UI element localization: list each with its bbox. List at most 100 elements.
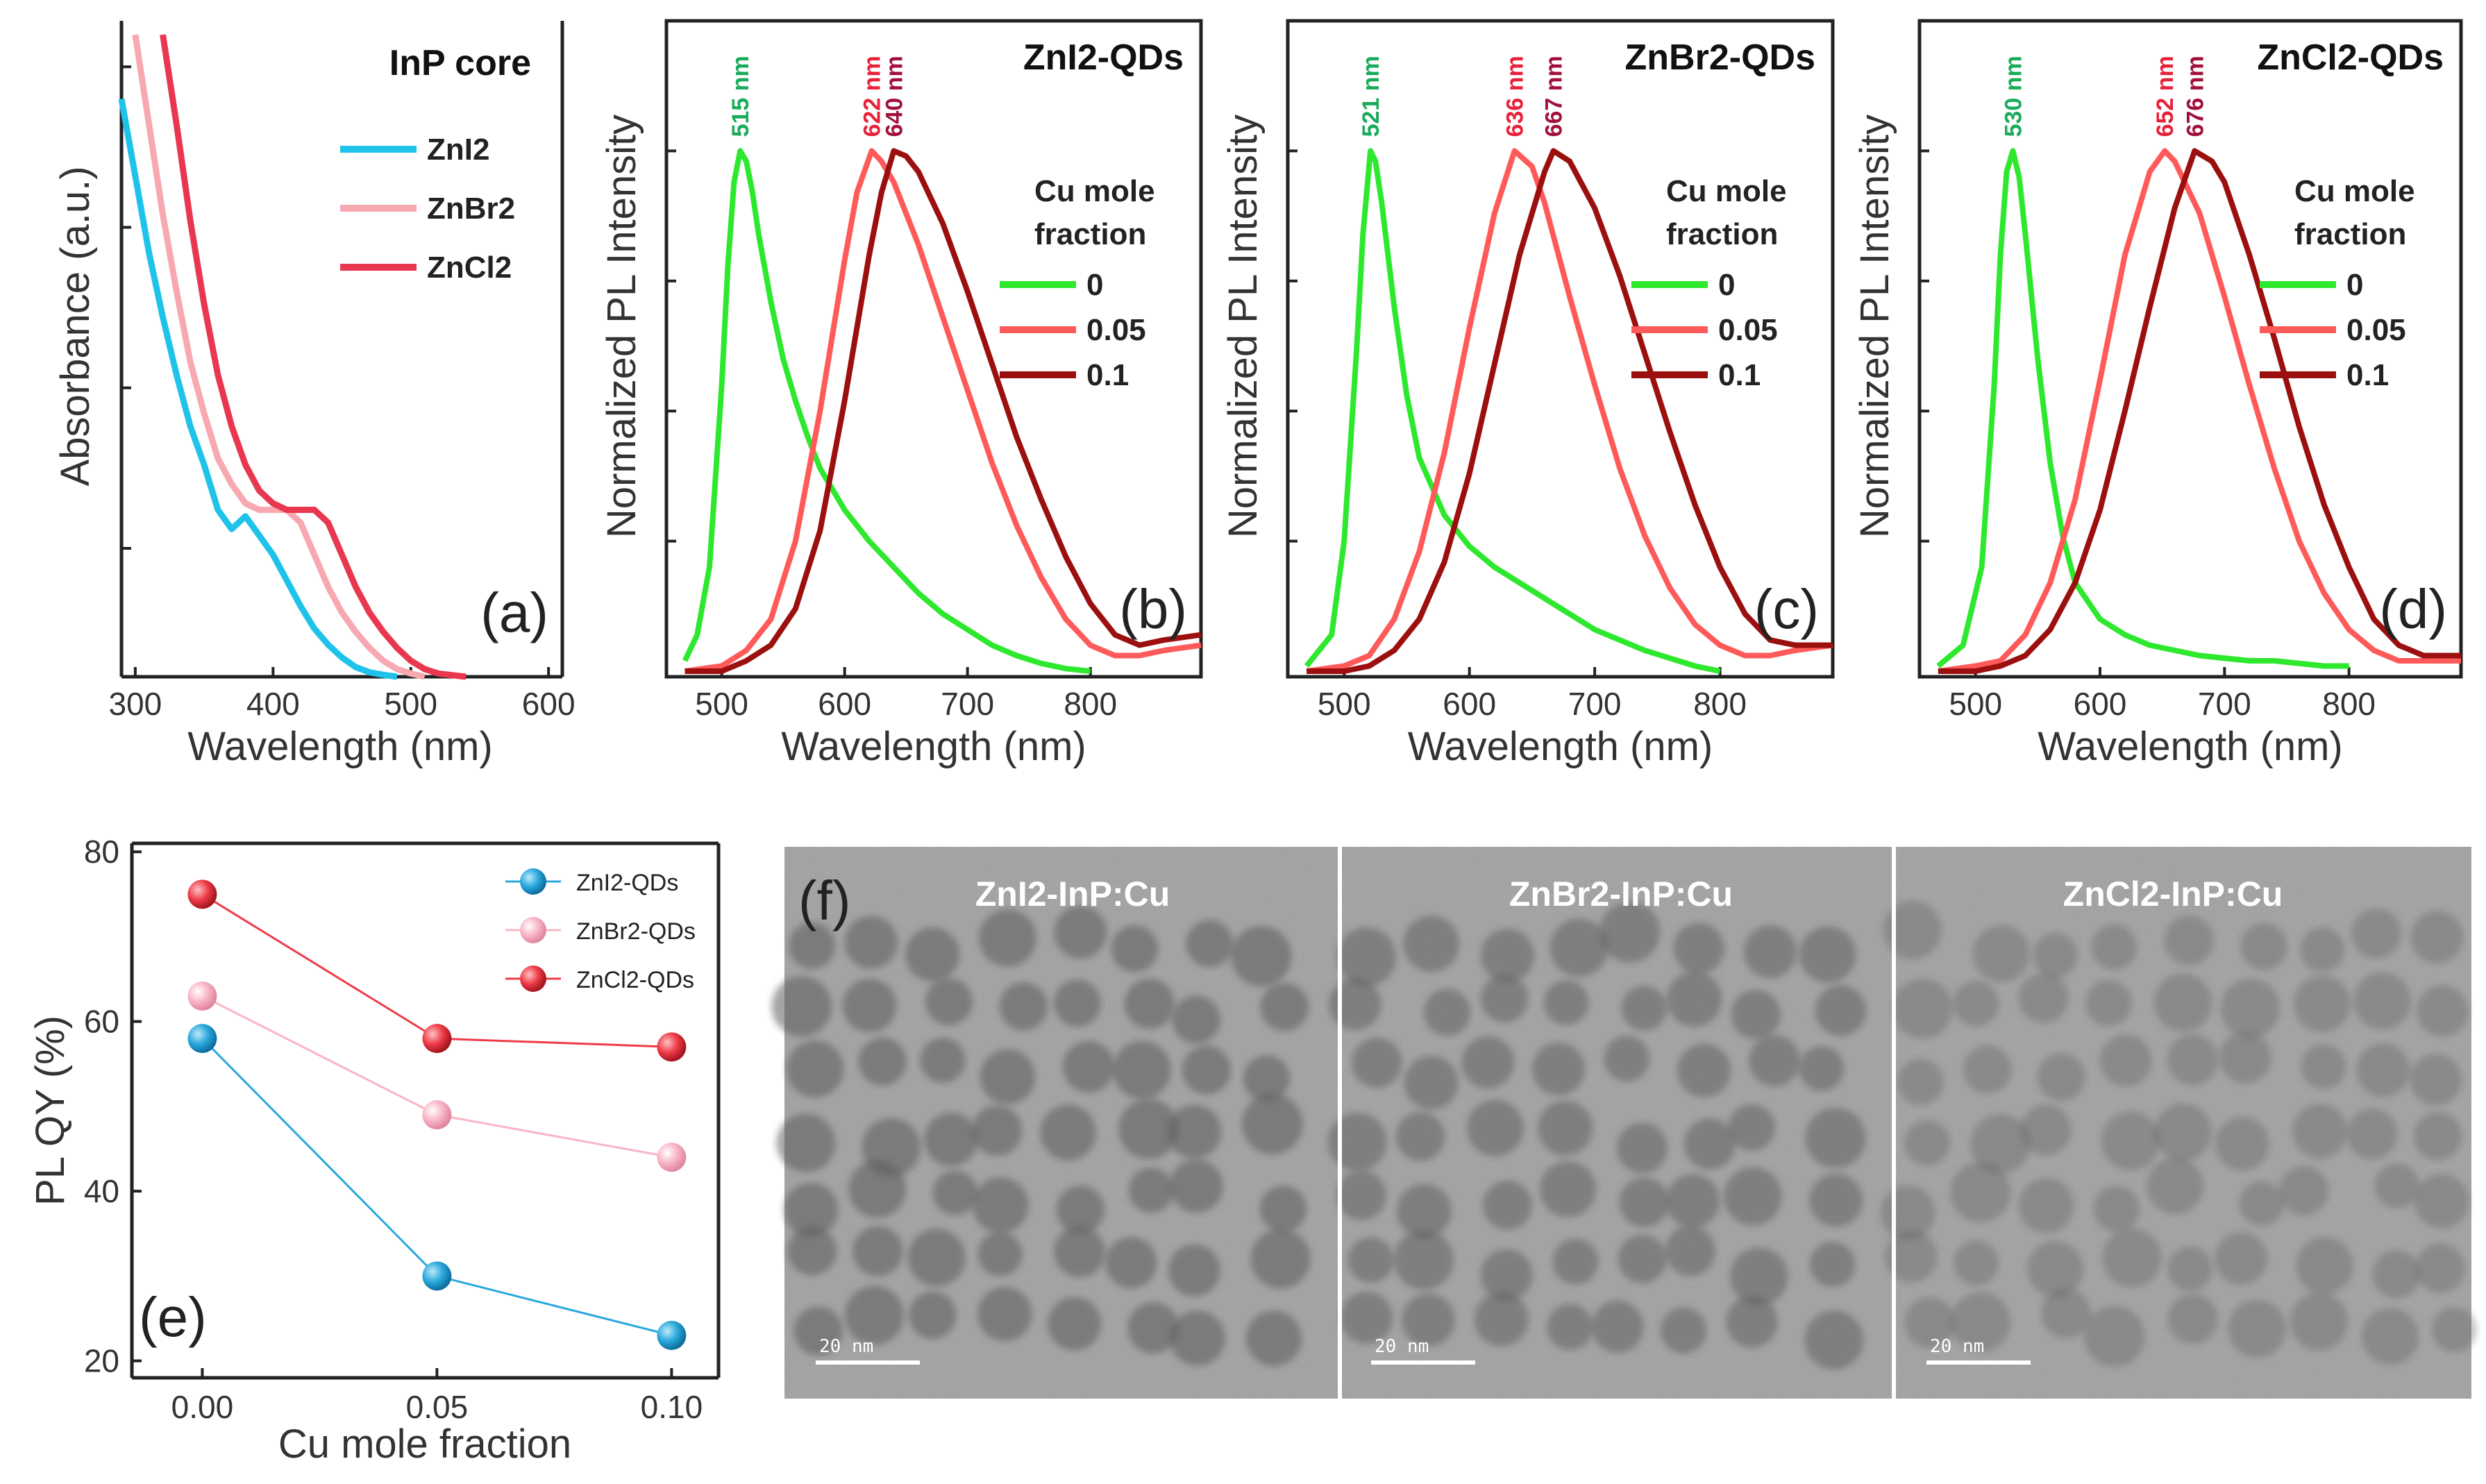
- tem-particle-126: [2220, 978, 2281, 1038]
- tem-particle-2: [905, 927, 960, 982]
- scale-bar-1: 20 nm: [816, 1336, 920, 1365]
- tem-particle-168: [2041, 1288, 2091, 1338]
- tem-particle-120: [2410, 911, 2464, 964]
- tem-particle-167: [1950, 1292, 2011, 1352]
- tem-particle-166: [1904, 1297, 1956, 1349]
- tem-particle-14: [1172, 995, 1221, 1044]
- tem-label-znbr2: ZnBr2-InP:Cu: [1509, 875, 1733, 913]
- tem-particle-127: [2294, 975, 2351, 1033]
- panel-c-letter: (c): [1754, 578, 1819, 640]
- panel-a-x-tick-label-400: 400: [246, 686, 300, 722]
- tem-particle-3: [979, 909, 1036, 967]
- panel-d-series-0-05: [1938, 148, 2461, 674]
- panel-d-x-tick-label-600: 600: [2074, 686, 2127, 722]
- panel-a-x-tick-label-300: 300: [108, 686, 162, 722]
- tem-particle-170: [2167, 1294, 2218, 1344]
- scale-bar-line-2: [1371, 1360, 1475, 1365]
- panel-a-series: [118, 34, 467, 680]
- tem-particle-135: [2219, 1031, 2271, 1084]
- panel-e-y-tick-label-80: 80: [84, 834, 119, 870]
- panel-a-y-label: Absorbance (a.u.): [53, 166, 98, 486]
- tem-particle-169: [2083, 1306, 2145, 1367]
- legend-marker-znbr2-qds: [520, 917, 546, 943]
- tem-particle-46: [1168, 1244, 1220, 1297]
- tem-particle-0: [789, 922, 836, 969]
- tem-particle-162: [2215, 1231, 2268, 1285]
- panel-b-legend-label-0-05: 0.05: [1086, 313, 1146, 347]
- legend-marker-zncl2-qds: [520, 966, 546, 992]
- tem-particle-101: [1665, 1225, 1715, 1276]
- panel-d-frame: [1917, 19, 2463, 679]
- tem-particle-106: [1474, 1292, 1529, 1347]
- panel-a-x-label: Wavelength (nm): [187, 724, 492, 769]
- legend-label-zncl2: ZnCl2: [427, 251, 512, 285]
- panel-b-title: ZnI2-QDs: [1023, 37, 1184, 78]
- tem-particle-173: [2362, 1308, 2419, 1365]
- legend-label-znbr2: ZnBr2: [427, 192, 515, 226]
- tem-particle-76: [1604, 1036, 1649, 1081]
- panel-e-point-zni2-qds-2: [657, 1320, 687, 1350]
- panel-c-peak-label-2: 667 nm: [1541, 56, 1568, 137]
- tem-particle-22: [1182, 1045, 1232, 1095]
- scale-bar-3: 20 nm: [1926, 1336, 2031, 1365]
- panel-c-title: ZnBr2-QDs: [1625, 37, 1815, 78]
- tem-particle-47: [1250, 1229, 1311, 1289]
- tem-particle-66: [1480, 975, 1529, 1023]
- tem-particle-110: [1726, 1296, 1778, 1348]
- tem-particle-60: [1599, 902, 1661, 963]
- tem-particle-102: [1730, 1247, 1788, 1306]
- tem-particle-34: [932, 1170, 978, 1215]
- panel-d-peak-label-2: 676 nm: [2182, 56, 2208, 137]
- panel-c-x-label: Wavelength (nm): [1408, 724, 1713, 769]
- tem-particle-11: [999, 982, 1048, 1031]
- panel-d-peak-label-0: 530 nm: [2000, 56, 2026, 137]
- tem-particle-59: [1549, 918, 1609, 977]
- tem-particle-82: [1467, 1099, 1524, 1157]
- tem-particle-164: [2371, 1249, 2421, 1299]
- panel-e-y-tick-label-20: 20: [84, 1343, 119, 1379]
- panel-c-legend-label-0-1: 0.1: [1718, 358, 1761, 392]
- panel-b-series-0: [682, 148, 1091, 674]
- panel-e-y-tick-label-60: 60: [84, 1004, 119, 1040]
- tem-particle-99: [1552, 1238, 1599, 1285]
- tem-particle-20: [1062, 1040, 1115, 1093]
- scale-bar-line-3: [1926, 1360, 2031, 1365]
- tem-particle-78: [1749, 1035, 1800, 1087]
- tem-particle-87: [1805, 1107, 1866, 1169]
- tem-particle-156: [2414, 1174, 2469, 1229]
- tem-particle-124: [2085, 979, 2132, 1027]
- panel-a-letter: (a): [480, 582, 548, 643]
- panel-c-legend-label-0: 0: [1718, 268, 1735, 302]
- scale-bar-2: 20 nm: [1371, 1336, 1475, 1365]
- tem-particle-147: [2413, 1111, 2462, 1161]
- panel-a-x-tick-label-500: 500: [384, 686, 437, 722]
- panel-b-x-tick-label-700: 700: [941, 686, 994, 722]
- tem-particle-75: [1531, 1042, 1586, 1096]
- tem-particle-155: [2374, 1163, 2420, 1208]
- panel-b-x-tick-label-600: 600: [818, 686, 871, 722]
- tem-particle-86: [1728, 1104, 1776, 1152]
- tem-particle-32: [784, 1182, 839, 1237]
- panel-e-y-tick-label-40: 40: [84, 1173, 119, 1209]
- tem-particle-113: [1972, 925, 2030, 982]
- panel-b-legend-title-1: Cu mole: [1034, 174, 1155, 208]
- panel-b-letter: (b): [1119, 578, 1187, 640]
- tem-particle-171: [2228, 1299, 2286, 1358]
- panel-b-x-tick-label-800: 800: [1064, 686, 1117, 722]
- tem-particle-35: [972, 1177, 1029, 1233]
- panel-b-legend-title-2: fraction: [1034, 217, 1146, 251]
- panel-e-point-zncl2-qds-0: [187, 879, 217, 909]
- panel-b-legend-label-0-1: 0.1: [1086, 358, 1129, 392]
- panel-e-series-line-zni2-qds: [201, 1038, 672, 1337]
- panel-b-frame: [664, 19, 1203, 679]
- tem-particle-53: [1127, 1302, 1179, 1354]
- tem-particle-146: [2346, 1108, 2398, 1160]
- tem-particle-116: [2164, 916, 2214, 966]
- tem-particle-119: [2351, 908, 2401, 959]
- tem-particles: [771, 901, 2477, 1369]
- tem-particle-93: [1665, 1174, 1720, 1229]
- tem-particle-73: [1404, 1055, 1459, 1110]
- panel-e-x-tick-label-0.05: 0.05: [406, 1389, 469, 1425]
- tem-particle-42: [907, 1229, 966, 1287]
- panel-d-legend-label-0-1: 0.1: [2346, 358, 2389, 392]
